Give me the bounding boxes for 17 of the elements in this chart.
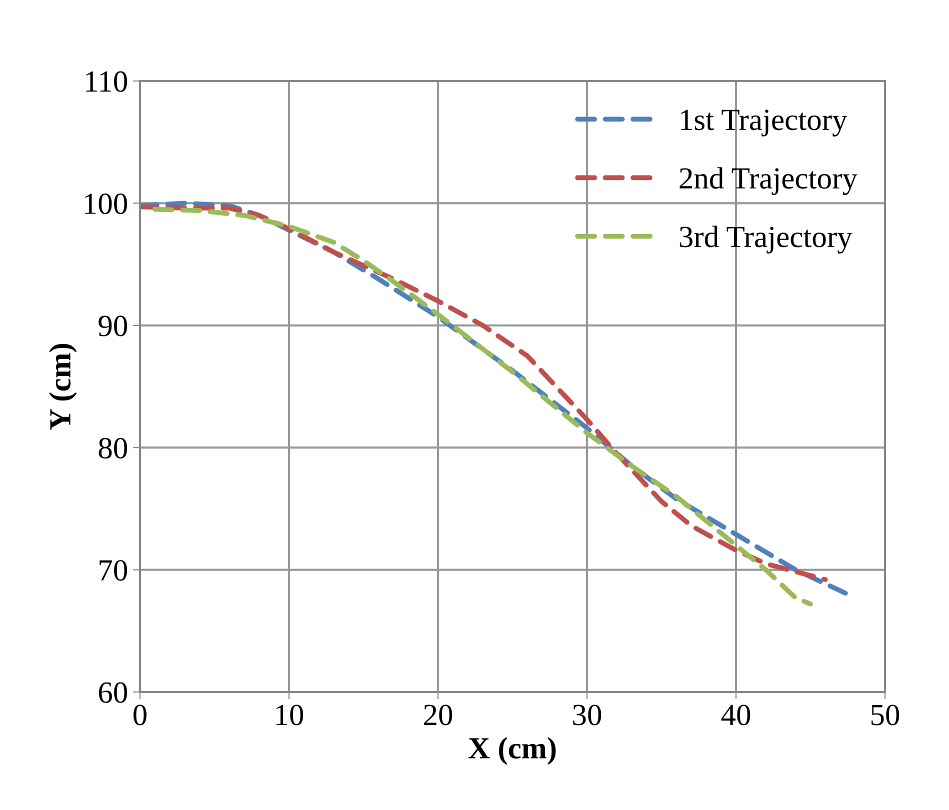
y-tick-label: 60 [98, 682, 128, 703]
legend-label: 2nd Trajectory [680, 167, 858, 196]
y-tick-label: 80 [98, 438, 128, 458]
y-axis-title: Y (cm) [49, 344, 77, 430]
x-tick-label: 0 [134, 704, 146, 726]
x-tick-label: 40 [721, 704, 750, 726]
legend-label: 3rd Trajectory [680, 226, 852, 254]
x-tick-label: 50 [872, 704, 900, 726]
legend-label: 1st Trajectory [681, 110, 848, 136]
y-tick-label: 110 [86, 71, 128, 92]
y-tick-label: 70 [100, 560, 128, 581]
x-tick-label: 30 [573, 704, 602, 726]
x-tick-label: 10 [276, 704, 304, 726]
x-axis-title: X (cm) [468, 737, 556, 765]
y-tick-label: 100 [85, 193, 128, 214]
y-tick-label: 90 [98, 316, 128, 336]
x-tick-label: 20 [424, 704, 452, 726]
